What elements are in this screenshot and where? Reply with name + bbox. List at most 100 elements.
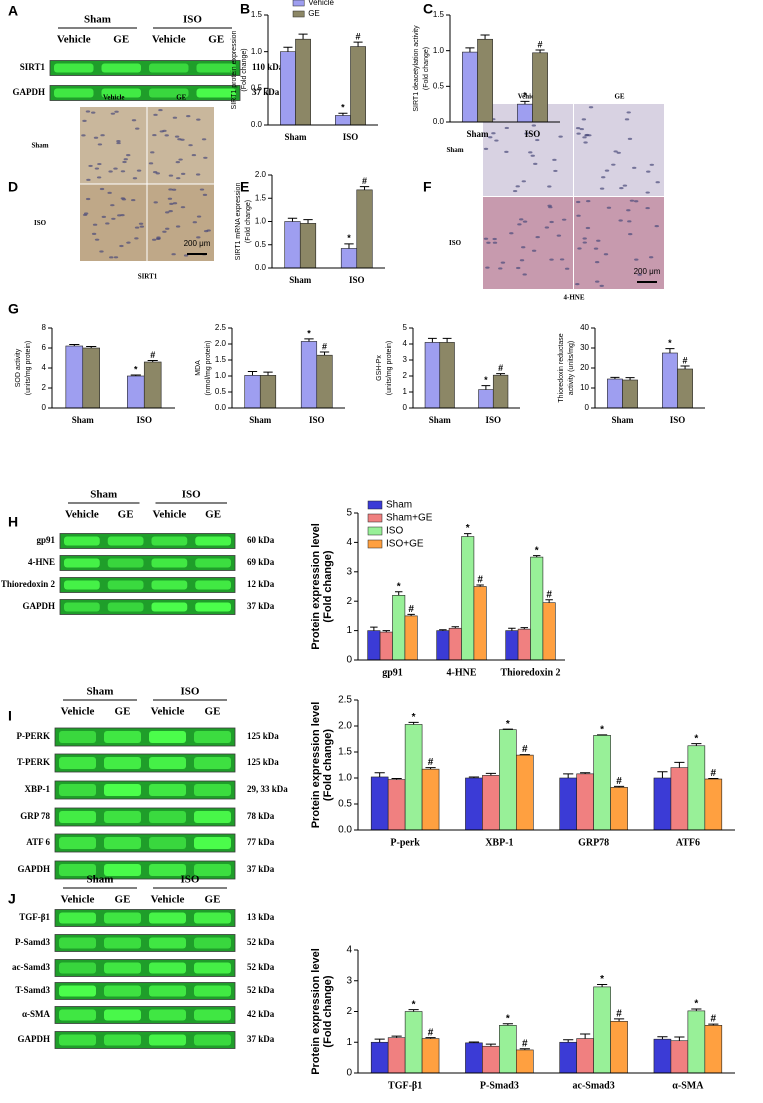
- error-bar: [674, 1036, 685, 1041]
- bar: [299, 223, 317, 269]
- bar: [82, 347, 100, 409]
- y-tick-label: 2.0: [338, 721, 352, 732]
- size-label: 69 kDa: [247, 557, 275, 567]
- significance-marker: *: [600, 724, 604, 735]
- protein-label: T-Samd3: [15, 985, 50, 995]
- nucleus: [655, 181, 660, 184]
- bar: [610, 1021, 628, 1074]
- blot-band: [107, 558, 144, 568]
- nucleus: [601, 176, 606, 179]
- error-bar: [691, 1008, 702, 1011]
- y-tick-label: 1: [403, 387, 408, 396]
- x-tick-label: Sham: [611, 415, 634, 425]
- blot-band: [194, 784, 231, 796]
- bar: [316, 354, 333, 409]
- blot-band: [101, 88, 141, 98]
- nucleus: [134, 226, 140, 229]
- bar: [704, 1025, 723, 1074]
- nucleus: [586, 199, 591, 203]
- y-tick-label: 1.5: [433, 10, 445, 19]
- nucleus: [645, 206, 650, 210]
- significance-marker: *: [694, 733, 698, 744]
- nucleus: [504, 150, 509, 153]
- error-bar: [407, 613, 415, 616]
- bar: [492, 374, 509, 409]
- y-axis-label: (units/mg protein): [386, 341, 393, 395]
- significance-marker: #: [546, 589, 552, 600]
- nucleus: [654, 225, 659, 228]
- significance-marker: #: [711, 768, 717, 779]
- significance-marker: #: [428, 757, 434, 768]
- nucleus: [553, 169, 558, 173]
- nucleus: [575, 283, 580, 286]
- protein-label: GAPDH: [13, 87, 46, 97]
- y-tick-label: 3: [346, 566, 352, 577]
- error-bar: [425, 767, 436, 770]
- nucleus: [191, 153, 197, 157]
- blot-band: [149, 784, 186, 796]
- nucleus: [626, 111, 631, 114]
- nucleus: [152, 133, 157, 137]
- nucleus: [171, 253, 176, 256]
- protein-label: XBP-1: [25, 784, 51, 794]
- protein-label: Thioredoxin 2: [1, 579, 56, 589]
- protein-label: P-Samd3: [15, 937, 51, 947]
- blot-band: [64, 580, 100, 590]
- nucleus: [509, 232, 514, 235]
- size-label: 13 kDa: [247, 912, 275, 922]
- nucleus: [618, 219, 623, 222]
- nucleus: [131, 198, 136, 202]
- x-tick-label: ISO: [349, 275, 365, 285]
- error-bar: [298, 33, 308, 40]
- y-tick-label: 4: [403, 339, 408, 348]
- error-bar: [476, 584, 484, 587]
- x-tick-label: gp91: [382, 667, 403, 678]
- nucleus: [646, 170, 651, 173]
- nucleus: [619, 187, 624, 190]
- blot-band: [64, 558, 100, 568]
- error-bar: [708, 778, 719, 780]
- nucleus: [516, 266, 521, 270]
- nucleus: [126, 241, 131, 244]
- protein-label: GAPDH: [18, 864, 51, 874]
- y-tick-label: 5: [403, 323, 408, 332]
- blot-band: [149, 63, 189, 73]
- blot-band: [107, 536, 144, 546]
- panel-letter: G: [8, 301, 19, 317]
- nucleus: [99, 250, 104, 253]
- nucleus: [203, 156, 208, 159]
- bar: [499, 1025, 517, 1074]
- size-label: 125 kDa: [247, 731, 279, 741]
- error-bar: [520, 100, 530, 105]
- nucleus: [148, 162, 154, 165]
- blot-band: [104, 811, 141, 823]
- blot-band: [194, 811, 231, 823]
- x-tick-label: TGF-β1: [388, 1080, 422, 1091]
- protein-label: gp91: [36, 535, 55, 545]
- nucleus: [85, 110, 91, 113]
- size-label: 52 kDa: [247, 962, 275, 972]
- y-tick-label: 1.5: [215, 355, 227, 364]
- error-bar: [496, 373, 506, 376]
- y-axis-label: Protein expression level: [310, 948, 322, 1075]
- significance-marker: *: [600, 974, 604, 985]
- blot-band: [104, 757, 141, 769]
- bar: [532, 52, 548, 123]
- error-bar: [468, 776, 480, 778]
- legend-label: GE: [308, 9, 320, 18]
- nucleus: [544, 226, 550, 229]
- row-label: Sham: [446, 146, 463, 154]
- error-bar: [359, 186, 370, 190]
- significance-marker: *: [341, 103, 345, 113]
- nucleus: [155, 172, 160, 175]
- y-tick-label: 0.0: [215, 403, 227, 412]
- nucleus: [649, 163, 655, 166]
- nucleus: [126, 154, 131, 157]
- nucleus: [483, 237, 489, 240]
- bar: [593, 986, 611, 1074]
- protein-label: α-SMA: [22, 1009, 51, 1019]
- nucleus: [581, 118, 587, 121]
- nucleus: [531, 124, 537, 127]
- nucleus: [86, 178, 91, 181]
- significance-marker: #: [477, 575, 483, 586]
